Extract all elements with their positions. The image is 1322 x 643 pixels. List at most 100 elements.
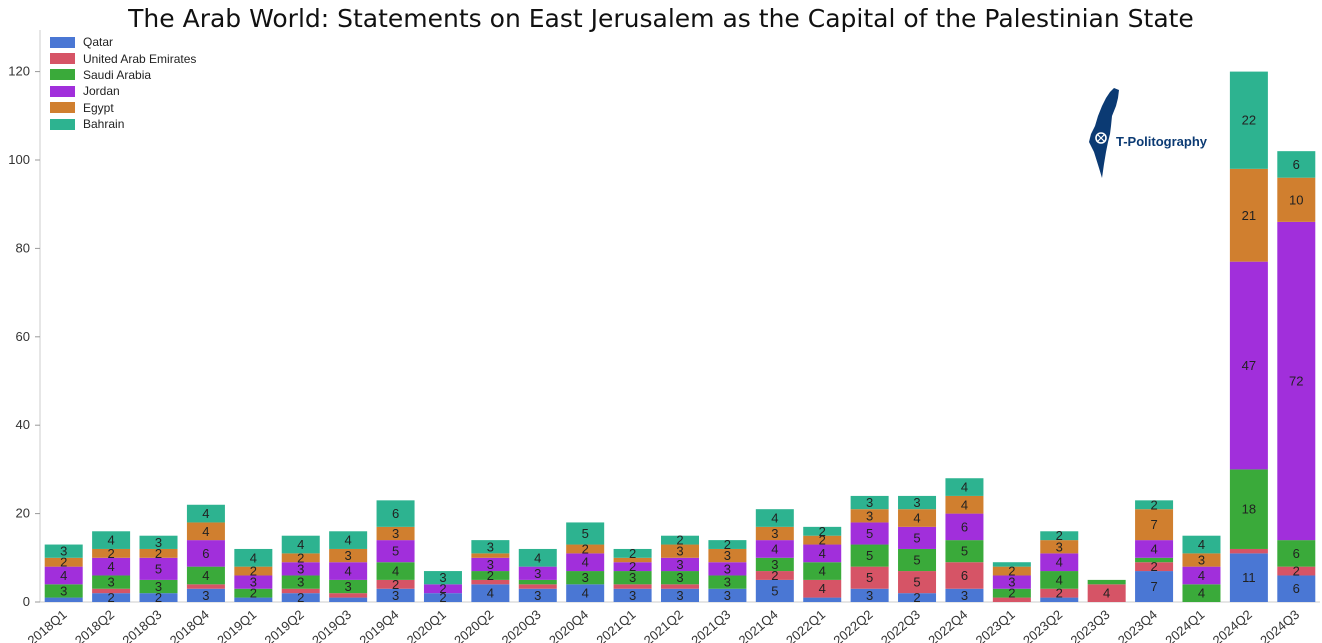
bar-segment (518, 588, 557, 602)
bar-segment (186, 566, 225, 585)
data-label: 5 (866, 548, 873, 563)
data-label: 4 (961, 497, 968, 512)
legend-item-qatar[interactable]: Qatar (50, 34, 196, 50)
data-label: 3 (629, 570, 636, 585)
bar-segment (518, 566, 557, 580)
data-label: 4 (582, 555, 589, 570)
data-label: 3 (297, 561, 304, 576)
bar-segment (518, 584, 557, 589)
bar-segment (850, 522, 889, 545)
bar-segment (139, 548, 178, 558)
data-label: 3 (866, 495, 873, 510)
bar-segment (803, 579, 842, 598)
data-label: 22 (1242, 113, 1256, 128)
bar-segment (661, 571, 699, 585)
bar-segment (329, 597, 368, 602)
bar-segment (992, 575, 1031, 589)
y-tick-label: 20 (16, 506, 30, 521)
data-label: 2 (582, 541, 589, 556)
legend-item-egypt[interactable]: Egypt (50, 100, 196, 116)
legend-item-saudi-arabia[interactable]: Saudi Arabia (50, 67, 196, 83)
x-tick-label: 2020Q2 (451, 607, 496, 643)
legend-swatch (50, 53, 75, 65)
data-label: 2 (724, 537, 731, 552)
bar-segment (850, 495, 889, 510)
bar-segment (708, 575, 747, 589)
bar-segment (1040, 553, 1079, 572)
data-label: 4 (1198, 568, 1205, 583)
bar-segment (1135, 571, 1174, 602)
data-label: 18 (1242, 502, 1256, 517)
bar-segment (92, 588, 131, 594)
data-label: 4 (771, 541, 778, 556)
legend-item-jordan[interactable]: Jordan (50, 83, 196, 99)
data-label: 2 (107, 546, 114, 561)
data-label: 2 (819, 524, 826, 539)
data-label: 3 (345, 548, 352, 563)
bar-segment (945, 513, 984, 541)
data-label: 6 (392, 506, 399, 521)
bar-segment (945, 540, 984, 563)
data-label: 7 (1150, 517, 1157, 532)
bar-segment (186, 504, 225, 523)
data-label: 4 (819, 564, 826, 579)
legend-swatch (50, 102, 75, 114)
data-label: 3 (155, 579, 162, 594)
bar-segment (376, 500, 415, 527)
x-tick-label: 2020Q1 (404, 607, 449, 643)
bar-segment (613, 588, 652, 602)
bar-segment (1182, 584, 1221, 602)
data-label: 72 (1289, 374, 1303, 389)
data-label: 2 (155, 546, 162, 561)
bar-segment (518, 579, 557, 585)
data-label: 4 (1198, 586, 1205, 601)
data-label: 4 (392, 564, 399, 579)
bar-segment (186, 584, 225, 589)
bar-segment (281, 562, 320, 576)
bar-segment (44, 544, 83, 558)
bar-segment (423, 593, 462, 602)
bar-segment (234, 588, 273, 598)
data-label: 4 (202, 568, 209, 583)
bar-segment (850, 544, 889, 567)
x-tick-label: 2021Q3 (688, 607, 733, 643)
data-label: 3 (724, 575, 731, 590)
legend-item-uae[interactable]: United Arab Emirates (50, 50, 196, 66)
data-label: 4 (582, 586, 589, 601)
data-label: 3 (60, 544, 67, 559)
bar-segment (566, 584, 605, 602)
bar-segment (566, 553, 605, 572)
bar-segment (234, 548, 273, 567)
bar-segment (186, 588, 225, 602)
bar-segment (755, 579, 794, 602)
x-tick-label: 2020Q4 (546, 607, 591, 643)
bar-segment (234, 575, 273, 589)
bar-segment (329, 579, 368, 594)
data-label: 4 (107, 559, 114, 574)
bar-segment (92, 531, 131, 549)
data-label: 2 (1056, 528, 1063, 543)
bar-segment (898, 548, 937, 572)
bar-segment (281, 588, 320, 594)
data-label: 5 (582, 526, 589, 541)
legend-item-bahrain[interactable]: Bahrain (50, 116, 196, 132)
bar-segment (613, 571, 652, 585)
t-politography-logo: T-Politography (1086, 86, 1216, 186)
data-label: 6 (202, 546, 209, 561)
x-tick-label: 2022Q1 (783, 607, 828, 643)
data-label: 3 (297, 575, 304, 590)
bar-segment (945, 495, 984, 514)
bar-segment (471, 579, 510, 585)
data-label: 2 (1150, 559, 1157, 574)
data-label: 4 (771, 511, 778, 526)
bar-segment (898, 593, 937, 602)
bar-segment (1229, 553, 1268, 602)
data-label: 3 (582, 570, 589, 585)
bar-segment (471, 571, 510, 580)
bar-segment (566, 522, 605, 545)
data-label: 2 (1056, 586, 1063, 601)
bar-segment (44, 557, 83, 567)
data-label: 4 (107, 533, 114, 548)
bar-segment (281, 575, 320, 589)
data-label: 4 (1150, 541, 1157, 556)
